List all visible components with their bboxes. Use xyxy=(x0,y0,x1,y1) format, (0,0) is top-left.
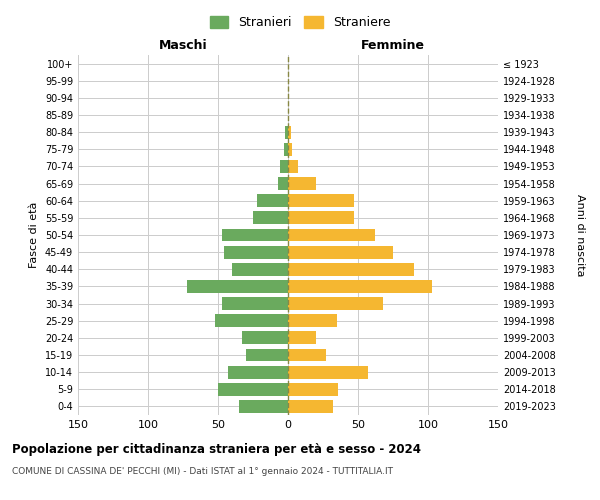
Y-axis label: Fasce di età: Fasce di età xyxy=(29,202,39,268)
Text: Femmine: Femmine xyxy=(361,38,425,52)
Legend: Stranieri, Straniere: Stranieri, Straniere xyxy=(205,11,395,34)
Bar xyxy=(242,332,288,344)
Bar xyxy=(222,297,288,310)
Bar xyxy=(288,194,354,207)
Bar xyxy=(239,400,288,413)
Bar xyxy=(222,228,288,241)
Bar xyxy=(278,177,288,190)
Bar xyxy=(284,143,288,156)
Bar xyxy=(288,228,375,241)
Bar xyxy=(224,246,288,258)
Bar xyxy=(288,348,326,362)
Bar xyxy=(288,383,338,396)
Bar xyxy=(246,348,288,362)
Bar xyxy=(215,314,288,327)
Bar xyxy=(228,366,288,378)
Bar xyxy=(285,126,288,138)
Text: Popolazione per cittadinanza straniera per età e sesso - 2024: Popolazione per cittadinanza straniera p… xyxy=(12,442,421,456)
Bar xyxy=(288,246,393,258)
Bar xyxy=(288,126,291,138)
Bar xyxy=(280,160,288,173)
Bar xyxy=(288,280,432,293)
Bar xyxy=(288,314,337,327)
Bar xyxy=(232,263,288,276)
Bar xyxy=(218,383,288,396)
Bar xyxy=(288,177,316,190)
Bar xyxy=(288,366,368,378)
Bar xyxy=(288,143,292,156)
Bar xyxy=(288,263,414,276)
Y-axis label: Anni di nascita: Anni di nascita xyxy=(575,194,585,276)
Bar xyxy=(288,400,333,413)
Bar xyxy=(253,212,288,224)
Text: Maschi: Maschi xyxy=(158,38,208,52)
Bar xyxy=(257,194,288,207)
Bar xyxy=(288,332,316,344)
Bar xyxy=(288,212,354,224)
Bar xyxy=(288,160,298,173)
Bar xyxy=(187,280,288,293)
Bar xyxy=(288,297,383,310)
Text: COMUNE DI CASSINA DE' PECCHI (MI) - Dati ISTAT al 1° gennaio 2024 - TUTTITALIA.I: COMUNE DI CASSINA DE' PECCHI (MI) - Dati… xyxy=(12,468,393,476)
